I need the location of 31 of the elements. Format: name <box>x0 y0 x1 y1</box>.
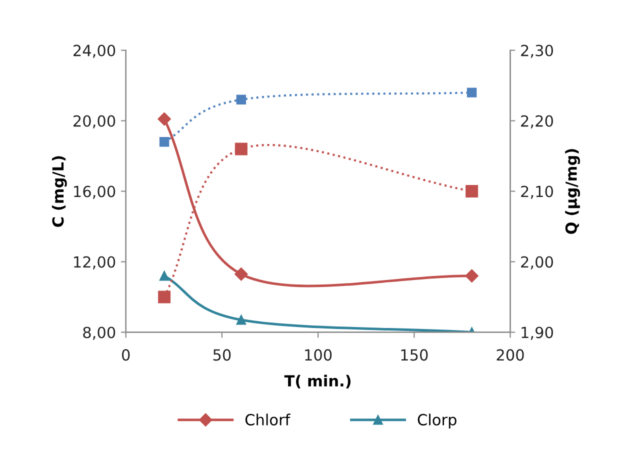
point <box>466 88 477 98</box>
x-axis-title: T( min.) <box>284 374 351 388</box>
y-tick-label: 8,00 <box>83 326 116 340</box>
y2-tick-label: 2,10 <box>521 186 553 199</box>
y2-tick-label: 2,20 <box>521 115 553 128</box>
legend-label: Clorp <box>418 414 456 428</box>
point <box>236 94 246 104</box>
y-tick-label: 24,00 <box>74 44 116 58</box>
point <box>158 112 171 126</box>
point <box>466 185 478 198</box>
point <box>236 315 246 325</box>
x-tick-label: 0 <box>122 349 130 361</box>
y-tick-label: 20,00 <box>74 115 116 128</box>
point <box>234 142 248 156</box>
y2-tick-label: 2,00 <box>521 256 553 270</box>
y2-tick-label: 2,30 <box>521 44 553 58</box>
point <box>234 267 248 281</box>
point <box>465 269 478 282</box>
legend-label: Chlorf <box>245 414 290 426</box>
x-tick-label: 200 <box>496 349 524 361</box>
y-tick-label: 12,00 <box>74 256 116 270</box>
y2-axis-title: Q (µg/mg) <box>565 149 580 234</box>
y2-tick-label: 1,90 <box>522 326 553 340</box>
y-axis-title: C (mg/L) <box>52 156 67 227</box>
point <box>159 137 170 147</box>
point <box>159 270 170 281</box>
point <box>158 290 171 304</box>
x-tick-label: 100 <box>305 349 332 361</box>
y-tick-label: 16,00 <box>74 186 116 199</box>
x-tick-label: 150 <box>401 349 428 361</box>
x-tick-label: 50 <box>213 349 231 361</box>
